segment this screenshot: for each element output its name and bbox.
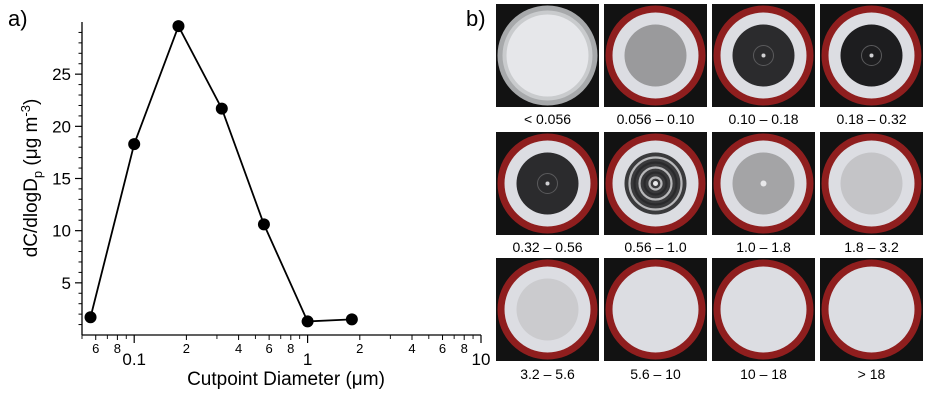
filter-photo xyxy=(496,258,599,361)
data-point xyxy=(345,313,358,326)
x-minor-tick-label: 8 xyxy=(461,341,468,356)
filter-size-range-label: 5.6 – 10 xyxy=(630,366,681,382)
y-axis-label-sub: p xyxy=(30,171,45,178)
y-tick-label: 25 xyxy=(52,65,71,84)
panel-a-label: a) xyxy=(8,6,28,31)
filter-photo xyxy=(712,258,815,361)
y-axis-label-main: dC/dlogD xyxy=(21,178,42,257)
x-minor-tick-label: 2 xyxy=(183,341,190,356)
filter-size-range-label: 3.2 – 5.6 xyxy=(520,366,575,382)
x-minor-tick-label: 8 xyxy=(114,341,121,356)
data-point xyxy=(257,218,270,231)
x-minor-tick-label: 6 xyxy=(92,341,99,356)
x-minor-tick-label: 6 xyxy=(439,341,446,356)
filter-size-range-label: 10 – 18 xyxy=(740,366,787,382)
x-tick-label: 0.1 xyxy=(122,350,146,369)
filter-tile: 5.6 – 10 xyxy=(604,258,707,382)
x-tick-label: 1 xyxy=(303,350,312,369)
x-axis-label: Cutpoint Diameter (μm) xyxy=(187,369,385,390)
filter-photo xyxy=(604,258,707,361)
filter-photo xyxy=(496,132,599,235)
filter-tile: 0.10 – 0.18 xyxy=(712,4,815,127)
data-point xyxy=(301,315,314,328)
filter-photo xyxy=(820,132,923,235)
data-line xyxy=(89,23,352,323)
filter-size-range-label: 0.32 – 0.56 xyxy=(512,239,583,255)
data-point xyxy=(172,20,185,33)
data-point xyxy=(128,138,141,151)
filter-tile: 1.8 – 3.2 xyxy=(820,132,923,255)
filter-tile: > 18 xyxy=(820,258,923,382)
filter-tile: 1.0 – 1.8 xyxy=(712,132,815,255)
filter-size-range-label: 0.10 – 0.18 xyxy=(728,111,799,127)
x-minor-tick-label: 2 xyxy=(356,341,363,356)
filter-size-range-label: 1.0 – 1.8 xyxy=(736,239,791,255)
chart-series xyxy=(84,20,358,328)
data-point xyxy=(215,102,228,115)
x-minor-tick-label: 4 xyxy=(408,341,415,356)
filter-size-range-label: < 0.056 xyxy=(523,111,572,127)
filter-tile: 0.32 – 0.56 xyxy=(496,132,599,255)
filter-photo xyxy=(604,4,707,107)
filter-tile: 10 – 18 xyxy=(712,258,815,382)
x-minor-tick-label: 8 xyxy=(287,341,294,356)
filter-photo xyxy=(712,132,815,235)
y-axis-label: dC/dlogDp (μg m-3) xyxy=(18,99,45,258)
filter-size-range-label: 0.18 – 0.32 xyxy=(836,111,907,127)
chart-axes xyxy=(81,22,481,336)
x-tick-label: 10 xyxy=(472,350,491,369)
filter-tile: 0.18 – 0.32 xyxy=(820,4,923,127)
filter-tile: 3.2 – 5.6 xyxy=(496,258,599,382)
y-tick-label: 10 xyxy=(52,222,71,241)
filter-size-range-label: 0.56 – 1.0 xyxy=(624,239,687,255)
data-point xyxy=(84,311,97,324)
y-tick-label: 20 xyxy=(52,117,71,136)
filter-tile: 0.56 – 1.0 xyxy=(604,132,707,255)
y-axis-label-close: ) xyxy=(21,99,42,105)
filter-photo xyxy=(712,4,815,107)
filter-tile: 0.056 – 0.10 xyxy=(604,4,707,127)
filter-photo xyxy=(820,4,923,107)
y-tick-label: 5 xyxy=(62,274,71,293)
y-tick-label: 15 xyxy=(52,170,71,189)
filter-tile: < 0.056 xyxy=(496,4,599,127)
filter-size-range-label: 0.056 – 0.10 xyxy=(616,111,695,127)
filter-size-range-label: > 18 xyxy=(857,366,886,382)
panel-b-label: b) xyxy=(466,6,486,31)
filter-photo xyxy=(604,132,707,235)
filter-photo xyxy=(820,258,923,361)
x-minor-tick-label: 4 xyxy=(235,341,242,356)
filter-photo-grid: < 0.056 0.056 – 0.10 0.10 – 0.18 0.18 – 0.3… xyxy=(496,4,936,396)
filter-photo xyxy=(496,4,599,107)
x-minor-tick-label: 6 xyxy=(266,341,273,356)
y-axis-label-units: (μg m xyxy=(21,117,42,171)
y-axis-label-sup: -3 xyxy=(18,105,33,117)
filter-size-range-label: 1.8 – 3.2 xyxy=(844,239,899,255)
